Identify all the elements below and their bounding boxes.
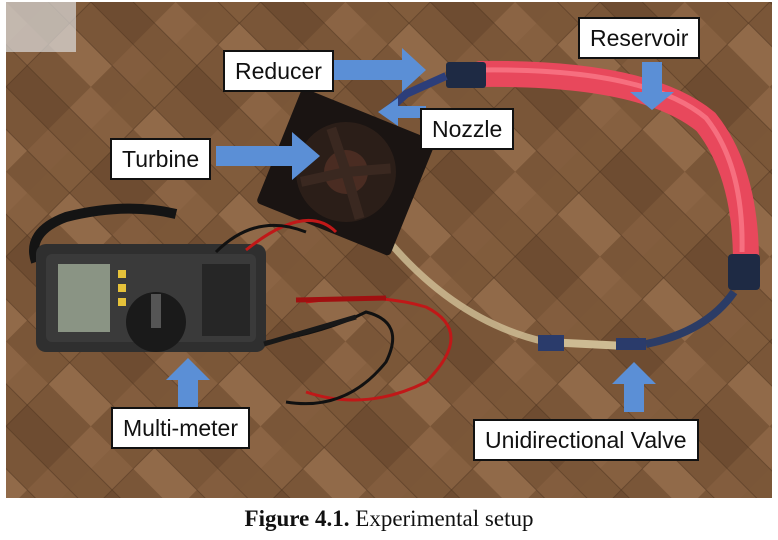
red-probe <box>295 295 387 303</box>
multimeter-arrow-icon <box>166 358 210 408</box>
black-wire <box>214 223 307 254</box>
reducer-fitting <box>446 62 486 88</box>
label-valve: Unidirectional Valve <box>473 419 699 462</box>
turbine-arrow-icon <box>216 132 320 180</box>
figure-caption: Figure 4.1. Experimental setup <box>0 502 778 536</box>
red-wire <box>245 218 338 252</box>
reducer-arrow-icon <box>328 48 426 92</box>
valve-arrow-icon <box>612 362 656 412</box>
hose-end-fitting <box>728 254 760 290</box>
nozzle-arrow-icon <box>378 98 426 126</box>
clear-tube <box>383 235 547 346</box>
hose-highlight <box>480 67 745 253</box>
multimeter <box>29 203 266 352</box>
label-reservoir: Reservoir <box>578 17 701 60</box>
label-multimeter: Multi-meter <box>111 407 251 450</box>
caption-text: Experimental setup <box>355 506 534 531</box>
multimeter-display <box>58 264 110 332</box>
corner-wall <box>6 2 76 52</box>
label-nozzle: Nozzle <box>420 108 515 151</box>
black-probe <box>263 314 357 347</box>
annotation-arrows <box>166 48 674 412</box>
turbine-fan <box>257 88 435 256</box>
valve-fitting-left <box>538 335 564 351</box>
label-reducer: Reducer <box>223 50 334 93</box>
valve-hose <box>645 289 738 348</box>
caption-number: Figure 4.1. <box>244 506 350 531</box>
label-turbine: Turbine <box>110 138 212 181</box>
valve-fitting-right <box>616 338 646 350</box>
reservoir-arrow-icon <box>630 62 674 110</box>
